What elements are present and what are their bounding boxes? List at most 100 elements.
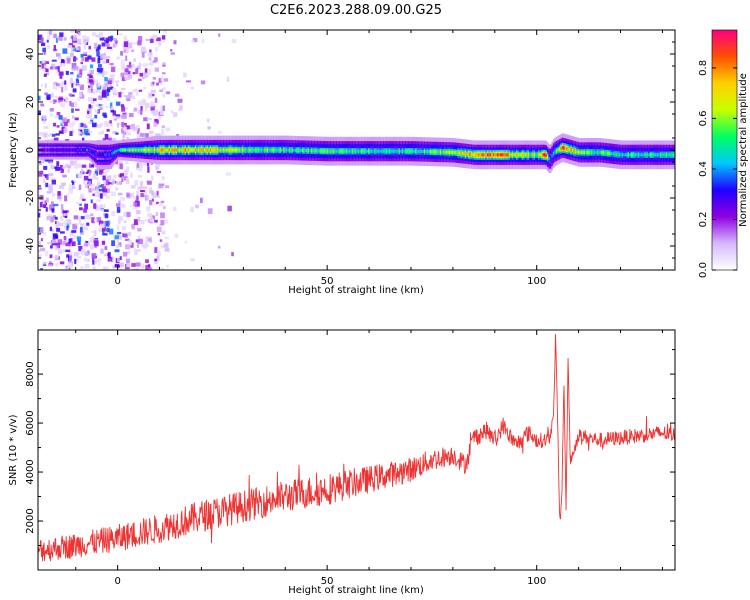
spectrogram-noise-cell [136,133,141,139]
spectrogram-noise-cell [96,124,102,128]
spectrogram-noise-cell [56,53,61,57]
spectrogram-noise-cell [92,176,96,180]
spectrogram-ridge-cell [310,149,313,153]
spectrogram-noise-cell [125,125,131,130]
spectrogram-ridge-cell [420,149,423,154]
spectrogram-noise-cell [95,46,100,52]
spectrogram-noise-cell [154,133,160,139]
spectrogram-ridge-cell [284,148,287,152]
spectrogram-noise-cell [123,220,127,223]
spectrogram-noise-cell [126,166,130,173]
spectrogram-ridge-cell [170,148,172,152]
spectrogram-noise-cell [49,226,52,231]
spectrogram-noise-cell [81,123,86,127]
spectrogram-ridge-cell [495,153,498,157]
spectrogram-ridge-cell [601,151,603,155]
spectrogram-noise-cell [89,243,94,250]
spectrogram-noise-cell [77,215,81,221]
spectrogram-ridge-cell [165,148,168,152]
spectrogram-ridge-cell [546,155,549,159]
spectrogram-ridge-cell [240,148,243,152]
spectrogram-ridge-cell [280,148,282,152]
spectrogram-noise-cell [103,233,108,236]
spectrogram-noise-cell [79,196,85,201]
spectrogram-ridge-cell [354,149,357,153]
spectrogram-noise-cell [53,166,57,169]
spectrogram-ridge-cell [111,152,113,156]
spectrogram-noise-cell [55,35,59,38]
spectrogram-noise-cell [112,115,115,118]
spectrogram-noise-cell [96,217,102,223]
spectrogram-ridge-cell [363,149,366,153]
spectrogram-noise-cell [161,230,166,235]
spectrogram-noise-cell [120,87,126,90]
spectrogram-noise-cell [104,77,108,82]
spectrogram-noise-cell [88,188,93,193]
spectrogram-noise-cell [39,61,42,64]
spectrogram-noise-cell [153,203,158,206]
spectrogram-ridge-cell [104,153,106,157]
spectrogram-noise-cell [155,195,160,198]
spectrogram-noise-cell [134,179,139,186]
spectrogram-noise-cell [46,94,51,100]
spectrogram-ridge-cell [429,150,432,154]
spectrogram-noise-cell [100,248,104,254]
spectrogram-noise-cell [120,90,124,94]
spectrogram-noise-cell [226,172,231,176]
spectrogram-ridge-cell [662,153,665,157]
spectrogram-noise-cell [72,223,78,230]
spectrogram-ridge-cell [272,148,275,152]
spectrogram-noise-cell [154,67,159,72]
spectrogram-noise-cell [67,165,71,169]
spectrogram-ridge-cell [593,150,596,154]
spectrogram-noise-cell [68,238,72,244]
spectrogram-noise-cell [99,193,103,199]
spectrogram-noise-cell [94,109,99,113]
spectrogram-ridge-cell [665,153,668,157]
spectrogram-ridge-cell [299,148,301,152]
spectrogram-noise-cell [45,250,49,256]
spectrogram-ridge-cell [348,149,351,153]
spectrogram-ridge-cell [626,153,628,157]
spectrogram-noise-cell [72,88,77,93]
spectrogram-ridge-cell [464,152,467,156]
spectrogram-noise-cell [64,240,68,244]
spectrogram-ridge-cell [467,152,470,156]
spectrogram-noise-cell [61,126,66,133]
spectrogram-ridge-cell [516,153,518,157]
spectrogram-noise-cell [39,160,42,165]
spectrogram-noise-cell [140,106,143,111]
spectrogram-noise-cell [99,204,103,210]
spectrogram-noise-cell [159,239,163,242]
spectrogram-ridge-cell [99,153,102,157]
spectrogram-ridge-cell [535,153,537,157]
spectrogram-noise-cell [95,82,100,88]
spectrogram-noise-cell [61,204,64,210]
spectrogram-noise-cell [50,228,54,232]
spectrogram-ridge-cell [532,153,534,157]
spectrogram-noise-cell [165,91,171,95]
spectrogram-ridge-cell [203,148,206,152]
spectrogram-ridge-cell [551,154,553,158]
spectrogram-ridge-cell [136,148,138,152]
spectrogram-ridge-cell [542,153,545,157]
spectrogram-ridge-cell [296,148,298,152]
spectrogram-noise-cell [81,249,86,255]
spectrogram-noise-cell [74,117,79,121]
spectrogram-ridge-cell [577,150,580,154]
spectrogram-ridge-cell [595,150,597,154]
spectrogram-noise-cell [55,83,60,87]
spectrogram-ridge-cell [514,153,517,157]
spectrogram-ridge-cell [211,148,213,152]
spectrogram-noise-cell [68,188,73,194]
spectrogram-noise-cell [140,193,145,198]
spectrogram-ridge-cell [458,151,461,155]
spectrogram-ridge-cell [172,148,175,152]
spectrogram-noise-cell [82,38,87,44]
spectrogram-noise-cell [130,185,136,189]
spectrogram-noise-cell [78,245,83,252]
spectrogram-noise-cell [44,64,47,68]
spectrogram-ridge-cell [476,153,479,157]
spectrogram-noise-cell [125,159,129,165]
